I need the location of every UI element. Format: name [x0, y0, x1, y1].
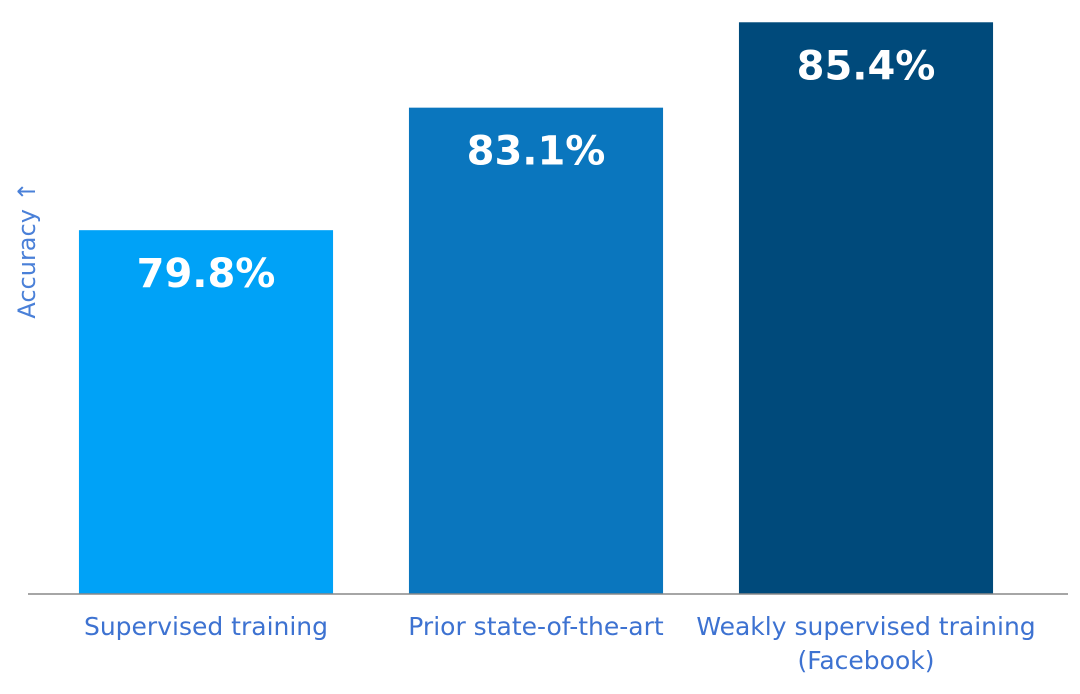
bar [408, 107, 664, 594]
bar [78, 230, 334, 595]
value-label: 85.4% [797, 43, 936, 89]
bar [738, 22, 994, 594]
x-tick-label: Prior state-of-the-art [408, 612, 664, 641]
x-tick-label: Weakly supervised training (Facebook) [696, 612, 1036, 675]
y-axis-label: Accuracy ↑ [13, 181, 41, 318]
x-tick-label: Supervised training [83, 612, 329, 641]
value-label: 79.8% [137, 251, 276, 297]
value-label: 83.1% [467, 129, 606, 175]
